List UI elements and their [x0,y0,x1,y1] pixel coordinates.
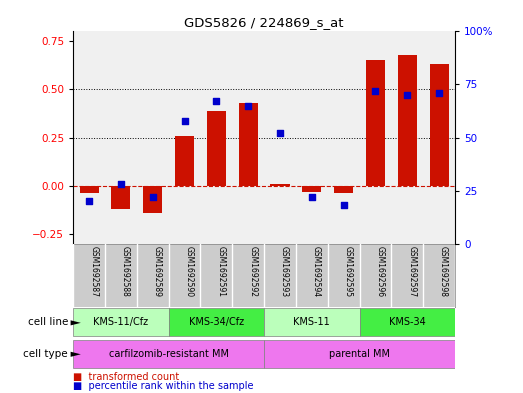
Text: carfilzomib-resistant MM: carfilzomib-resistant MM [109,349,229,359]
Point [244,103,253,109]
Text: GSM1692587: GSM1692587 [89,246,98,297]
Bar [175,136,194,186]
Text: KMS-11/Cfz: KMS-11/Cfz [94,317,149,327]
Bar [73,340,264,368]
Point [339,202,348,209]
Bar [270,184,290,186]
Bar [429,64,449,186]
PathPatch shape [71,352,81,357]
Bar [397,55,417,186]
Bar [79,186,99,193]
Point [180,118,189,124]
Text: KMS-34/Cfz: KMS-34/Cfz [189,317,244,327]
Text: GSM1692596: GSM1692596 [376,246,384,297]
Point [276,130,284,136]
Point [85,198,93,204]
Bar [302,186,321,191]
Point [212,98,221,105]
Text: cell type: cell type [24,349,68,359]
Bar [264,340,455,368]
Text: ■  transformed count: ■ transformed count [73,372,179,382]
Bar [207,110,226,186]
Text: GSM1692595: GSM1692595 [344,246,353,297]
Text: parental MM: parental MM [329,349,390,359]
Text: GSM1692589: GSM1692589 [153,246,162,297]
Bar [168,308,264,336]
Text: GSM1692597: GSM1692597 [407,246,416,297]
Point [117,181,125,187]
Point [435,90,444,96]
Text: GSM1692593: GSM1692593 [280,246,289,297]
PathPatch shape [71,320,81,325]
Bar [366,61,385,186]
Text: KMS-34: KMS-34 [389,317,426,327]
Text: GSM1692594: GSM1692594 [312,246,321,297]
Text: GSM1692592: GSM1692592 [248,246,257,297]
Bar [143,186,162,213]
Bar [264,308,360,336]
Point [149,194,157,200]
Bar [334,186,353,193]
Bar [238,103,258,186]
Text: GSM1692590: GSM1692590 [185,246,194,297]
Bar [111,186,130,209]
Text: GSM1692598: GSM1692598 [439,246,448,297]
Point [308,194,316,200]
Point [403,92,412,98]
Title: GDS5826 / 224869_s_at: GDS5826 / 224869_s_at [185,16,344,29]
Text: ■  percentile rank within the sample: ■ percentile rank within the sample [73,381,254,391]
Point [371,88,380,94]
Text: GSM1692591: GSM1692591 [217,246,225,297]
Bar [73,308,168,336]
Text: GSM1692588: GSM1692588 [121,246,130,297]
Text: KMS-11: KMS-11 [293,317,330,327]
Bar [360,308,455,336]
Text: cell line: cell line [28,317,68,327]
